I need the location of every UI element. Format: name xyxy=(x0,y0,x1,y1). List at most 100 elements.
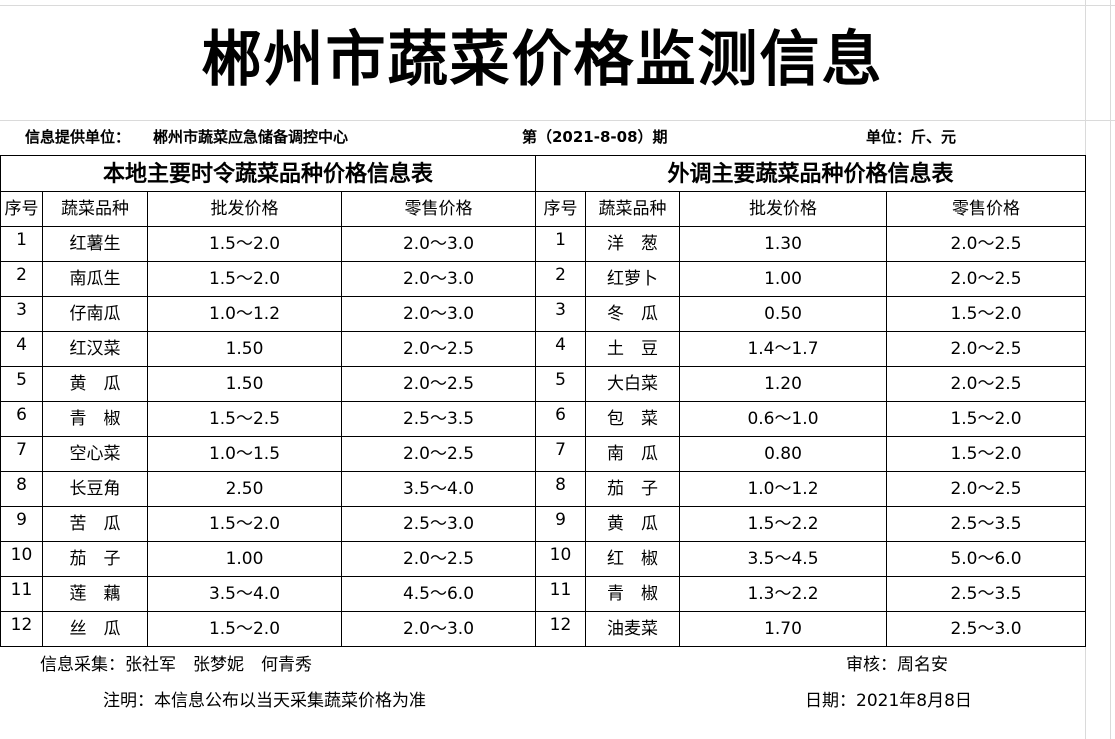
table-row: 11 莲 藕 3.5～4.0 4.5～6.0 11 青 椒 1.3～2.2 2.5～3.5 xyxy=(0,576,1086,612)
external-cell-retail: 2.0～2.5 xyxy=(886,366,1086,402)
local-cell-seq: 2 xyxy=(0,261,43,297)
external-cell-wholesale: 1.00 xyxy=(679,261,887,297)
external-cell-wholesale: 0.80 xyxy=(679,436,887,472)
external-cell-seq: 6 xyxy=(535,401,586,437)
table-row: 10 茄 子 1.00 2.0～2.5 10 红 椒 3.5～4.5 5.0～6.0 xyxy=(0,541,1086,577)
local-cell-retail: 2.0～2.5 xyxy=(341,331,536,367)
external-cell-seq: 2 xyxy=(535,261,586,297)
local-cell-retail: 2.0～2.5 xyxy=(341,436,536,472)
table-row: 3 仔南瓜 1.0～1.2 2.0～3.0 3 冬 瓜 0.50 1.5～2.0 xyxy=(0,296,1086,332)
local-cell-wholesale: 1.5～2.5 xyxy=(147,401,342,437)
local-cell-retail: 2.5～3.0 xyxy=(341,506,536,542)
external-cell-seq: 7 xyxy=(535,436,586,472)
local-cell-seq: 6 xyxy=(0,401,43,437)
local-cell-retail: 2.0～2.5 xyxy=(341,541,536,577)
local-cell-wholesale: 1.5～2.0 xyxy=(147,226,342,262)
provider-label: 信息提供单位： xyxy=(25,128,131,146)
local-cell-seq: 7 xyxy=(0,436,43,472)
external-cell-name: 青 椒 xyxy=(585,576,680,612)
external-cell-seq: 9 xyxy=(535,506,586,542)
external-cell-wholesale: 1.4～1.7 xyxy=(679,331,887,367)
external-cell-wholesale: 1.30 xyxy=(679,226,887,262)
external-cell-name: 包 菜 xyxy=(585,401,680,437)
local-cell-seq: 12 xyxy=(0,611,43,647)
external-cell-retail: 1.5～2.0 xyxy=(886,401,1086,437)
external-cell-wholesale: 0.50 xyxy=(679,296,887,332)
external-cell-wholesale: 3.5～4.5 xyxy=(679,541,887,577)
local-cell-retail: 2.0～3.0 xyxy=(341,611,536,647)
local-cell-retail: 2.0～3.0 xyxy=(341,296,536,332)
external-cell-name: 茄 子 xyxy=(585,471,680,507)
local-cell-wholesale: 1.5～2.0 xyxy=(147,506,342,542)
local-cell-seq: 4 xyxy=(0,331,43,367)
external-cell-retail: 2.0～2.5 xyxy=(886,261,1086,297)
local-cell-name: 红薯生 xyxy=(42,226,148,262)
local-cell-name: 莲 藕 xyxy=(42,576,148,612)
page-title: 郴州市蔬菜价格监测信息 xyxy=(201,25,884,95)
external-cell-name: 南 瓜 xyxy=(585,436,680,472)
local-cell-retail: 3.5～4.0 xyxy=(341,471,536,507)
external-cell-seq: 10 xyxy=(535,541,586,577)
local-cell-retail: 2.5～3.5 xyxy=(341,401,536,437)
sheet-gridline xyxy=(0,5,1115,6)
external-cell-seq: 11 xyxy=(535,576,586,612)
period: 第（2021-8-08）期 xyxy=(522,128,668,146)
local-cell-name: 红汉菜 xyxy=(42,331,148,367)
local-cell-name: 空心菜 xyxy=(42,436,148,472)
external-cell-name: 洋 葱 xyxy=(585,226,680,262)
external-header-seq: 序号 xyxy=(535,191,586,227)
reviewer: 审核：周名安 xyxy=(846,655,948,675)
local-header-seq: 序号 xyxy=(0,191,43,227)
external-cell-seq: 4 xyxy=(535,331,586,367)
local-cell-seq: 5 xyxy=(0,366,43,402)
local-cell-wholesale: 1.00 xyxy=(147,541,342,577)
local-cell-wholesale: 1.0～1.5 xyxy=(147,436,342,472)
external-cell-seq: 1 xyxy=(535,226,586,262)
table-row: 4 红汉菜 1.50 2.0～2.5 4 土 豆 1.4～1.7 2.0～2.5 xyxy=(0,331,1086,367)
local-cell-retail: 2.0～2.5 xyxy=(341,366,536,402)
external-cell-retail: 2.5～3.0 xyxy=(886,611,1086,647)
external-cell-wholesale: 1.5～2.2 xyxy=(679,506,887,542)
external-cell-retail: 2.5～3.5 xyxy=(886,576,1086,612)
sheet: 本地主要时令蔬菜品种价格信息表 外调主要蔬菜品种价格信息表 序号 蔬菜品种 批发价格… xyxy=(0,155,1086,719)
external-header-name: 蔬菜品种 xyxy=(585,191,680,227)
unit: 单位：斤、元 xyxy=(866,128,957,146)
external-cell-wholesale: 1.70 xyxy=(679,611,887,647)
local-cell-seq: 9 xyxy=(0,506,43,542)
external-cell-retail: 5.0～6.0 xyxy=(886,541,1086,577)
external-cell-retail: 2.0～2.5 xyxy=(886,471,1086,507)
external-table-caption: 外调主要蔬菜品种价格信息表 xyxy=(535,155,1086,192)
external-cell-retail: 2.5～3.5 xyxy=(886,506,1086,542)
local-header-wholesale: 批发价格 xyxy=(147,191,342,227)
external-cell-name: 冬 瓜 xyxy=(585,296,680,332)
sheet-gridline xyxy=(1110,0,1111,739)
external-cell-wholesale: 0.6～1.0 xyxy=(679,401,887,437)
local-cell-wholesale: 3.5～4.0 xyxy=(147,576,342,612)
local-cell-name: 茄 子 xyxy=(42,541,148,577)
local-cell-seq: 1 xyxy=(0,226,43,262)
local-cell-seq: 11 xyxy=(0,576,43,612)
table-row: 1 红薯生 1.5～2.0 2.0～3.0 1 洋 葱 1.30 2.0～2.5 xyxy=(0,226,1086,262)
external-cell-name: 黄 瓜 xyxy=(585,506,680,542)
external-cell-wholesale: 1.20 xyxy=(679,366,887,402)
local-cell-retail: 2.0～3.0 xyxy=(341,226,536,262)
local-cell-retail: 4.5～6.0 xyxy=(341,576,536,612)
external-cell-seq: 8 xyxy=(535,471,586,507)
external-header-wholesale: 批发价格 xyxy=(679,191,887,227)
external-cell-name: 红 椒 xyxy=(585,541,680,577)
external-cell-name: 大白菜 xyxy=(585,366,680,402)
price-table: 本地主要时令蔬菜品种价格信息表 外调主要蔬菜品种价格信息表 序号 蔬菜品种 批发价格… xyxy=(0,155,1086,647)
sheet-gridline xyxy=(0,120,1115,121)
local-cell-name: 黄 瓜 xyxy=(42,366,148,402)
external-cell-seq: 5 xyxy=(535,366,586,402)
local-cell-name: 南瓜生 xyxy=(42,261,148,297)
external-cell-name: 土 豆 xyxy=(585,331,680,367)
external-cell-retail: 2.0～2.5 xyxy=(886,226,1086,262)
table-row: 7 空心菜 1.0～1.5 2.0～2.5 7 南 瓜 0.80 1.5～2.0 xyxy=(0,436,1086,472)
external-cell-retail: 1.5～2.0 xyxy=(886,296,1086,332)
date: 日期：2021年8月8日 xyxy=(805,691,972,711)
local-cell-name: 青 椒 xyxy=(42,401,148,437)
local-cell-name: 丝 瓜 xyxy=(42,611,148,647)
